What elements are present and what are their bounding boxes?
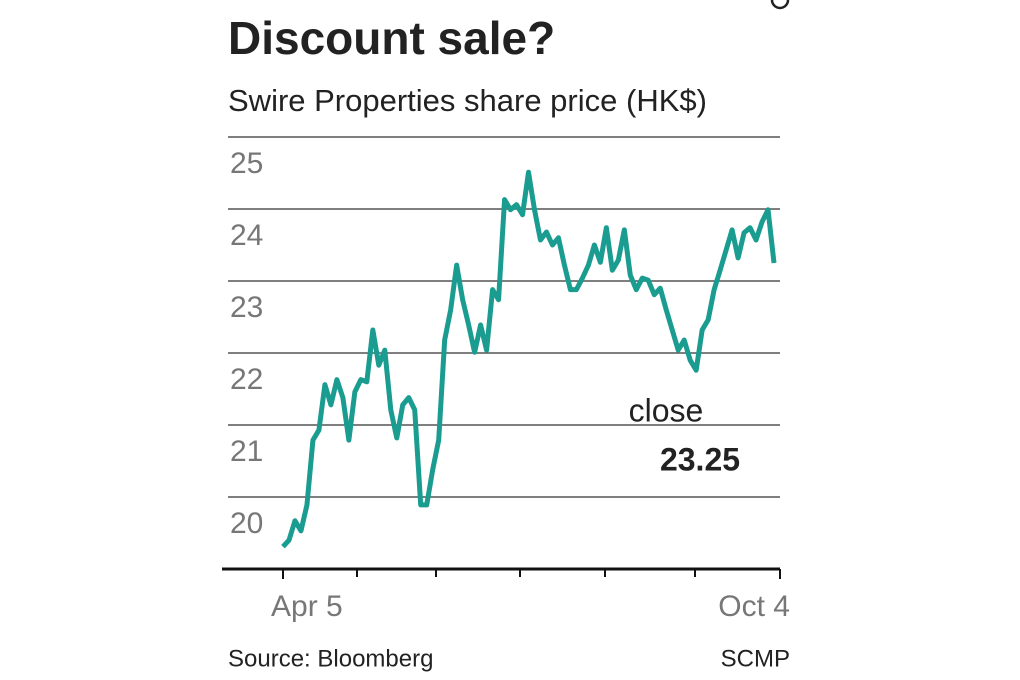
- annotation-label: close: [629, 392, 704, 428]
- annotation-value: 23.25: [660, 441, 740, 477]
- y-tick-label: 20: [230, 507, 263, 540]
- y-tick-label: 22: [230, 363, 263, 396]
- y-tick-label: 21: [230, 435, 263, 468]
- chart-subtitle: Swire Properties share price (HK$): [228, 83, 707, 118]
- source: Source: Bloomberg: [228, 645, 433, 672]
- chart-title: Discount sale?: [228, 12, 555, 64]
- y-tick-label: 24: [230, 219, 263, 252]
- credit: SCMP: [721, 645, 790, 672]
- price-line: [281, 169, 777, 549]
- x-tick-label: Apr 5: [271, 590, 343, 623]
- y-tick-label: 23: [230, 291, 263, 324]
- y-tick-label: 25: [230, 147, 263, 180]
- close-marker: [770, 0, 790, 10]
- x-tick-label: Oct 4: [718, 590, 790, 623]
